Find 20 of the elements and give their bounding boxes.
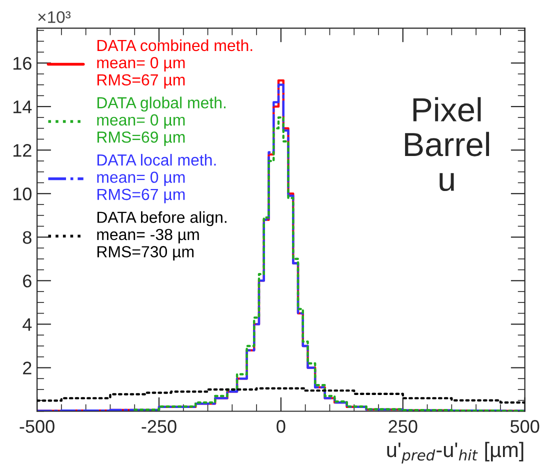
y-tick-label: 14 [13,100,32,114]
y-tick-label: 12 [13,144,32,157]
annotation: Pixel Barrel u [405,97,490,192]
y-tick-label: 4 [22,318,32,331]
y-tick-label: 6 [23,274,32,288]
x-tick-label: -500 [20,420,54,433]
y-tick-label: 2 [23,362,32,374]
x-tick-label: 250 [388,420,418,433]
legend-label: DATA before align. mean= -38 µm RMS=730 µm [97,211,226,261]
text: ×10³ [38,11,71,23]
x-axis-title: u'$_{pred}$-u'$_{hit}$ [µm] [387,442,524,464]
y-tick-label: 16 [13,56,32,70]
y-tick-label: 8 [22,231,32,244]
legend-label: DATA combined meth. mean= 0 µm RMS=67 µm [97,39,252,89]
legend-label: DATA local meth. mean= 0 µm RMS=67 µm [97,154,216,204]
x-tick-label: 500 [510,420,540,433]
x-tick-label: 0 [276,420,286,433]
legend-label: DATA global meth. mean= 0 µm RMS=69 µm [97,96,226,146]
y-tick-label: 10 [13,188,32,200]
x-tick-label: -250 [142,420,176,433]
